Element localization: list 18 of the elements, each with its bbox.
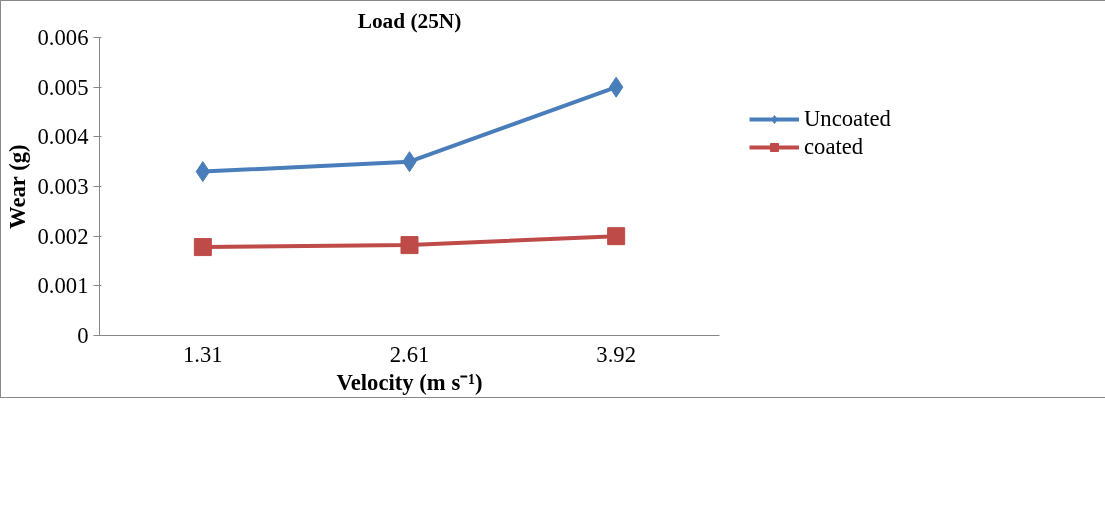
x-axis-title: Velocity (m s⁻¹) bbox=[336, 369, 483, 395]
chart-title: Load (25N) bbox=[357, 8, 462, 33]
x-tick-label: 3.92 bbox=[596, 341, 636, 367]
point bbox=[607, 227, 626, 246]
x-tick-label: 2.61 bbox=[389, 341, 430, 367]
y-tick-label: 0.001 bbox=[37, 273, 89, 299]
y-tick-label: 0.004 bbox=[37, 124, 89, 150]
legend-label: coated bbox=[804, 134, 864, 160]
y-tick-label: 0 bbox=[77, 323, 89, 348]
x-tick-label: 1.31 bbox=[183, 341, 223, 367]
y-tick-label: 0.005 bbox=[37, 74, 89, 100]
point bbox=[400, 236, 419, 255]
y-axis-title: Wear (g) bbox=[4, 144, 30, 229]
point bbox=[193, 238, 212, 257]
y-tick-label: 0.003 bbox=[37, 174, 89, 199]
y-tick-label: 0.006 bbox=[37, 25, 89, 50]
y-tick-label: 0.002 bbox=[37, 223, 89, 249]
legend-label: Uncoated bbox=[804, 106, 891, 132]
